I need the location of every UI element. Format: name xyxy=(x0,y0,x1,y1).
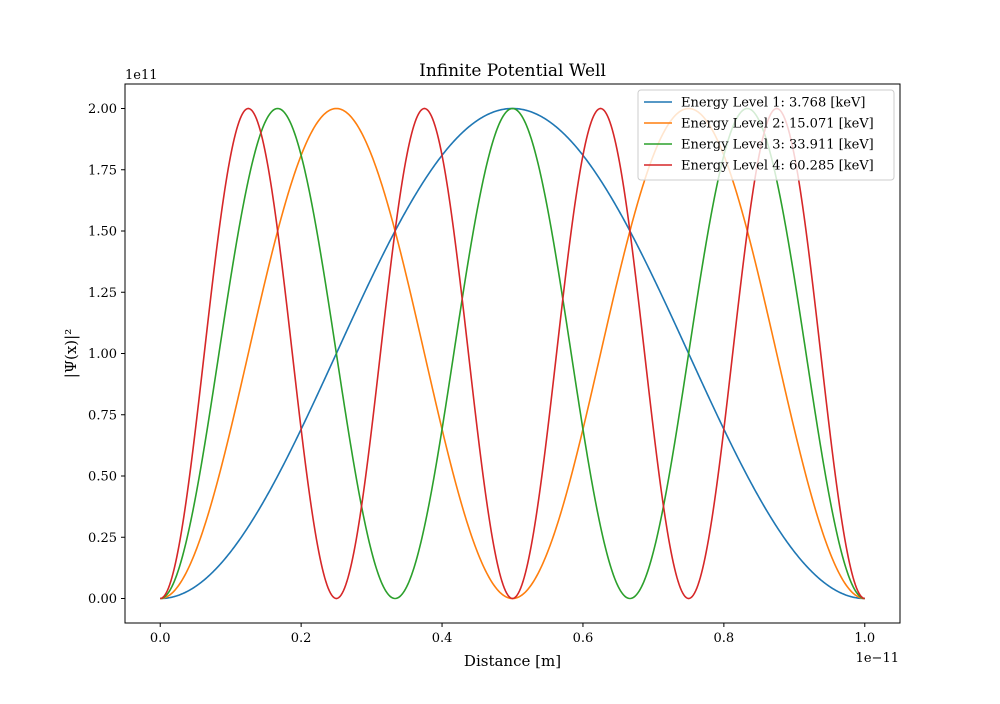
y-axis-ticks: 0.00 0.25 0.50 0.75 1.00 1.25 1.50 1.75 2.00 xyxy=(88,102,125,607)
legend-box xyxy=(637,89,895,181)
y-tick-label: 0.00 xyxy=(88,592,117,607)
legend-entry-2: Energy Level 2: 15.071 [keV] xyxy=(681,117,874,132)
y-tick-label: 1.50 xyxy=(88,225,117,240)
x-tick-label: 0.4 xyxy=(432,631,453,646)
legend-entry-1: Energy Level 1: 3.768 [keV] xyxy=(681,96,865,111)
y-tick-label: 2.00 xyxy=(88,102,117,117)
x-tick-label: 0.0 xyxy=(150,631,171,646)
y-tick-label: 1.00 xyxy=(88,347,117,362)
legend-entry-3: Energy Level 3: 33.911 [keV] xyxy=(681,138,874,153)
x-tick-label: 0.6 xyxy=(573,631,594,646)
y-axis-label: |Ψ(x)|² xyxy=(62,329,80,378)
y-axis-offset-label: 1e11 xyxy=(125,68,158,83)
y-tick-label: 0.50 xyxy=(88,470,117,485)
y-tick-label: 0.75 xyxy=(88,408,117,423)
x-axis-ticks: 0.0 0.2 0.4 0.6 0.8 1.0 xyxy=(150,623,875,646)
chart-title: Infinite Potential Well xyxy=(419,61,606,81)
x-tick-label: 1.0 xyxy=(854,631,875,646)
x-tick-label: 0.2 xyxy=(291,631,312,646)
y-tick-label: 0.25 xyxy=(88,531,117,546)
legend: Energy Level 1: 3.768 [keV] Energy Level … xyxy=(637,89,895,181)
x-axis-offset-label: 1e−11 xyxy=(856,651,899,666)
y-tick-label: 1.25 xyxy=(88,286,117,301)
x-axis-label: Distance [m] xyxy=(464,652,561,670)
x-tick-label: 0.8 xyxy=(714,631,735,646)
series-line-4 xyxy=(160,107,865,600)
legend-entry-4: Energy Level 4: 60.285 [keV] xyxy=(681,159,874,174)
y-tick-label: 1.75 xyxy=(88,163,117,178)
